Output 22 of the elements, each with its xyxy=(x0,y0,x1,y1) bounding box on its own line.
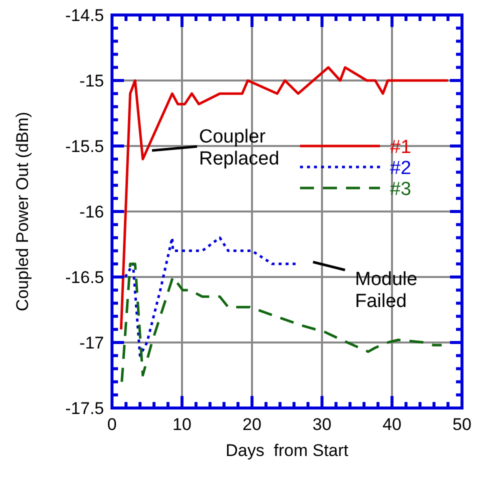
x-tick-label: 10 xyxy=(172,415,192,434)
y-tick-label: -15.5 xyxy=(65,137,104,156)
annotation: Coupler Replaced xyxy=(199,126,280,170)
line-series xyxy=(120,262,443,384)
annotation: Module Failed xyxy=(355,269,418,312)
legend-label: #1 xyxy=(390,137,412,158)
legend-label: #3 xyxy=(390,179,412,200)
x-tick-label: 40 xyxy=(382,415,402,434)
x-tick-label: 50 xyxy=(452,415,472,434)
x-tick-label: 30 xyxy=(312,415,332,434)
legend-label: #2 xyxy=(390,158,412,179)
y-tick-label: -14.5 xyxy=(65,6,104,25)
y-tick-label: -17 xyxy=(79,334,104,352)
x-tick-label: 0 xyxy=(107,415,117,434)
y-tick-label: -15 xyxy=(79,72,104,90)
x-tick-label: 20 xyxy=(242,415,262,434)
y-tick-label: -16.5 xyxy=(65,268,104,287)
line-series xyxy=(120,66,450,331)
x-axis-title: Days from Start xyxy=(226,441,349,460)
y-tick-label: -16 xyxy=(79,202,104,222)
y-axis-title: Coupled Power Out (dBm) xyxy=(13,112,32,312)
y-tick-label: -17.5 xyxy=(65,399,104,418)
